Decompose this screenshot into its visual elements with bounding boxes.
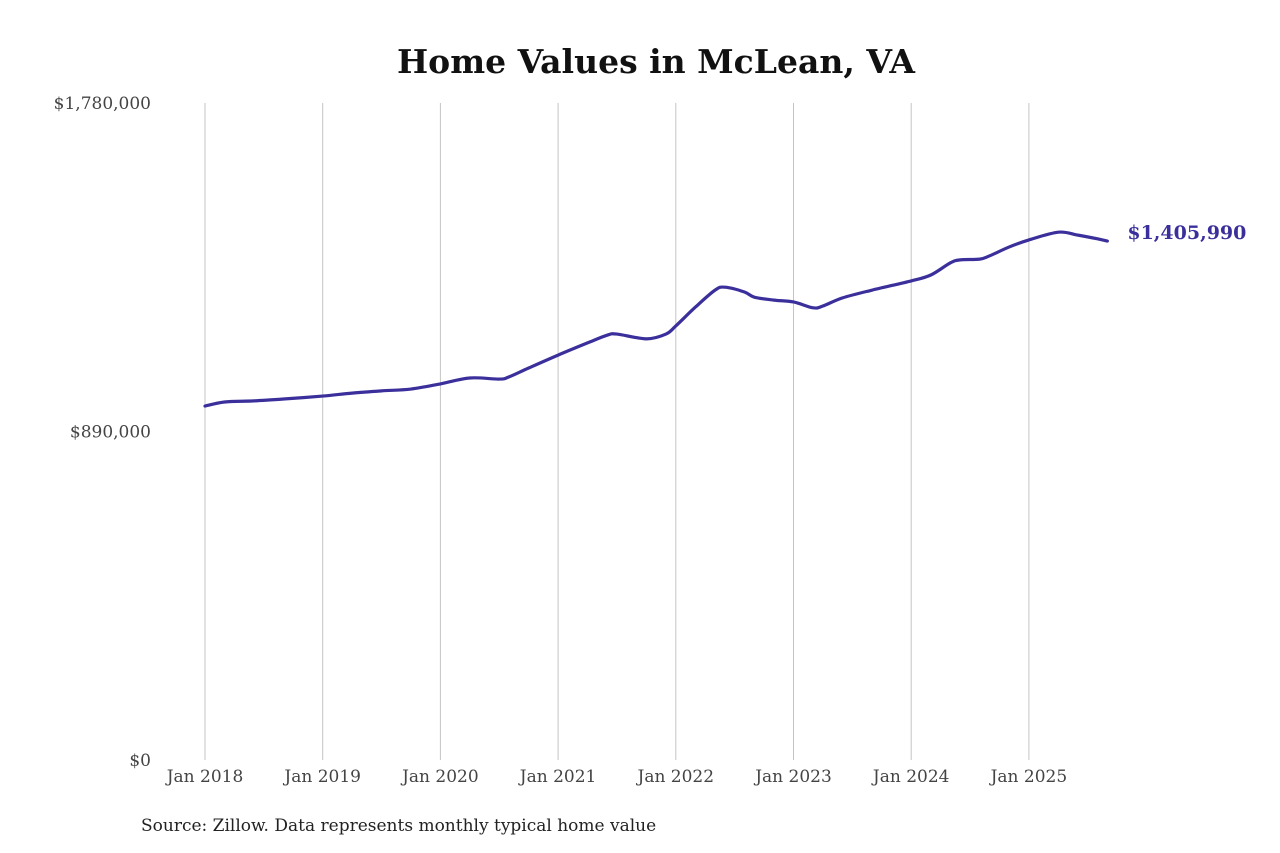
x-tick-label: Jan 2018	[165, 767, 244, 787]
x-axis: Jan 2018 Jan 2019 Jan 2020 Jan 2021 Jan 2022…	[165, 767, 1067, 787]
grid-lines	[204, 103, 1030, 760]
chart-title: Home Values in McLean, VA	[397, 42, 915, 81]
y-tick-label: $1,780,000	[54, 94, 151, 114]
x-tick-label: Jan 2019	[282, 767, 361, 787]
x-tick-label: Jan 2025	[989, 767, 1068, 787]
y-tick-label: $0	[129, 751, 151, 771]
x-tick-label: Jan 2020	[400, 767, 479, 787]
y-axis: $0 $890,000 $1,780,000	[54, 94, 151, 771]
end-value-label: $1,405,990	[1127, 222, 1246, 244]
source-note: Source: Zillow. Data represents monthly …	[141, 816, 657, 836]
x-tick-label: Jan 2023	[753, 767, 832, 787]
x-tick-label: Jan 2022	[636, 767, 715, 787]
y-tick-label: $890,000	[70, 423, 151, 443]
x-tick-label: Jan 2024	[871, 767, 950, 787]
series-line	[203, 230, 1109, 408]
x-tick-label: Jan 2021	[518, 767, 597, 787]
